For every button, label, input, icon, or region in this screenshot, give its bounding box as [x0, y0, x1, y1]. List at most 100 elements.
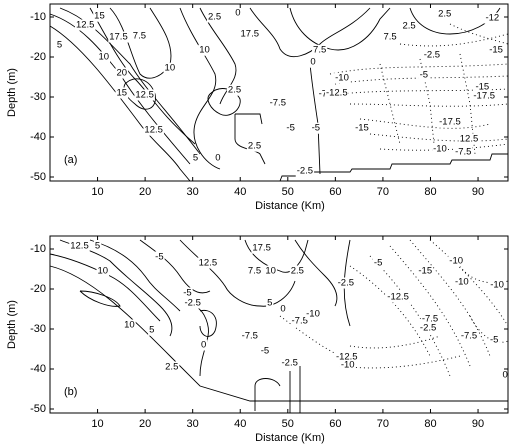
contour-label: -10 [433, 144, 447, 155]
contour-label: 10 [124, 320, 135, 331]
contour-label: -5 [312, 123, 320, 134]
contour-label: -10 [341, 360, 355, 371]
contour-label: -12.5 [336, 352, 358, 363]
contour-label: 2.5 [208, 12, 221, 23]
contour-label: -10 [306, 309, 320, 320]
dotted-contour [449, 23, 509, 45]
contour-label: 17.5 [109, 32, 128, 43]
contour-label: 7.5 [383, 32, 396, 43]
contour-label: -5 [183, 288, 191, 299]
label-bg [418, 69, 430, 81]
contour-label: -2.5 [420, 323, 436, 334]
contour-label: -7.5 [242, 331, 258, 342]
x-tick-label: 60 [329, 186, 341, 198]
label-bg [259, 345, 271, 357]
label-bg [214, 152, 222, 164]
panel-label: (b) [64, 386, 77, 398]
label-bg [97, 51, 111, 63]
contour-label: -7.5 [292, 316, 308, 327]
contour-label: 7.5 [313, 45, 326, 56]
contour-line [179, 7, 221, 170]
label-bg [143, 124, 164, 136]
contour-label: 10 [98, 52, 109, 63]
label-bg [251, 242, 272, 254]
label-bg [336, 277, 356, 289]
plot-frame [49, 3, 509, 182]
label-bg [93, 240, 102, 252]
x-tick-label: 70 [377, 418, 389, 430]
label-bg [382, 31, 398, 43]
label-bg [454, 146, 473, 158]
contour-line [49, 253, 161, 322]
contour-line [234, 113, 266, 165]
dotted-contour [349, 103, 509, 107]
label-bg [417, 265, 434, 277]
dotted-contour [469, 315, 509, 343]
contour-line [79, 290, 121, 307]
label-bg [489, 279, 505, 291]
dotted-contour [359, 118, 491, 129]
label-bg [484, 12, 501, 24]
label-bg [295, 165, 315, 177]
contour-label: 2.5 [291, 266, 304, 277]
label-bg [432, 143, 448, 155]
label-bg [285, 122, 296, 134]
y-tick-label: -30 [30, 91, 46, 103]
label-bg [123, 319, 136, 331]
label-bg [93, 10, 106, 22]
x-axis-label: Distance (Km) [255, 200, 325, 212]
contour-line [199, 7, 237, 105]
contour-line [89, 239, 181, 312]
contour-label: -12 [485, 13, 499, 24]
y-tick-label: -40 [30, 131, 46, 143]
label-bg [108, 31, 129, 43]
contour-label: 7.5 [248, 266, 261, 277]
label-bg [148, 324, 156, 336]
contour-label: 0 [201, 340, 206, 351]
label-bg [310, 122, 322, 134]
contour-label: -2.5 [282, 358, 298, 369]
x-tick-label: 10 [91, 418, 103, 430]
label-bg [339, 359, 356, 371]
label-bg [472, 90, 497, 102]
contour-line [139, 239, 211, 294]
label-bg [418, 322, 438, 334]
contour-label: 17.5 [241, 29, 260, 40]
x-tick-label: 20 [139, 186, 151, 198]
contour-label: 0 [215, 153, 220, 164]
contour-label: 5 [57, 40, 62, 51]
contour-label: -5 [155, 252, 163, 263]
label-bg [74, 19, 96, 31]
label-bg [191, 152, 200, 164]
label-bg [280, 357, 299, 369]
label-bg [422, 49, 442, 61]
label-bg [305, 308, 321, 320]
contour-line [194, 305, 209, 377]
contour-label: -15 [355, 123, 369, 134]
x-tick-label: 40 [234, 186, 246, 198]
dotted-contour [379, 143, 509, 151]
label-bg [290, 315, 309, 327]
label-bg [266, 297, 274, 309]
label-bg [459, 330, 479, 342]
x-tick-label: 10 [91, 186, 103, 198]
label-bg [131, 30, 148, 42]
dotted-contour [349, 265, 431, 357]
label-bg [324, 87, 349, 99]
contour-label: -5 [374, 258, 382, 269]
dotted-contour [429, 239, 509, 327]
contour-label: 7.5 [133, 31, 146, 42]
contour-label: 5 [267, 298, 272, 309]
label-bg [453, 276, 470, 288]
label-bg [206, 11, 223, 23]
label-bg [268, 97, 287, 109]
label-bg [199, 339, 208, 351]
dotted-contour [349, 335, 441, 349]
label-bg [115, 87, 129, 99]
y-axis-label: Depth (m) [6, 68, 18, 117]
contour-label: -17.5 [473, 91, 495, 102]
label-bg [309, 56, 317, 68]
contour-label: 10 [265, 266, 276, 277]
